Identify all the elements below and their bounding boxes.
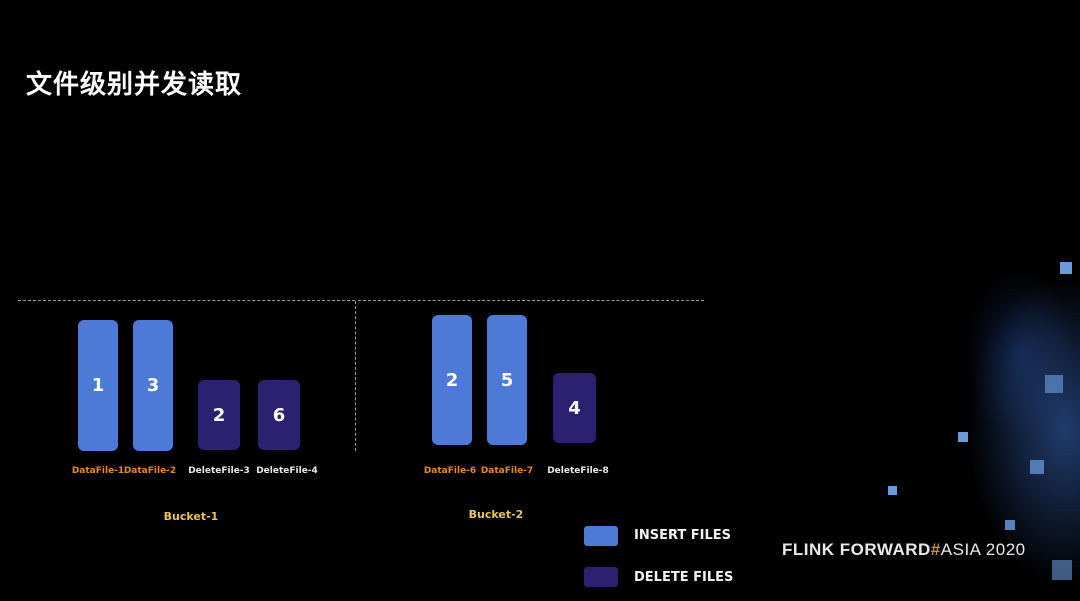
decor-light-square	[1005, 520, 1015, 530]
decor-light-square	[958, 432, 968, 442]
file-label-datafile-1: DataFile-1	[71, 466, 125, 476]
bucket-1-label: Bucket-1	[163, 510, 219, 523]
file-block-datafile-6: 2	[432, 315, 472, 445]
brand-part-1: FLINK	[782, 540, 835, 559]
file-block-datafile-1: 1	[78, 320, 118, 451]
file-block-datafile-2: 3	[133, 320, 173, 451]
file-block-datafile-7: 5	[487, 315, 527, 445]
brand-part-3: ASIA 2020	[940, 540, 1026, 559]
file-label-deletefile-8: DeleteFile-8	[547, 466, 609, 476]
file-label-deletefile-3: DeleteFile-3	[188, 466, 250, 476]
legend-delete-swatch	[584, 567, 618, 587]
bucket-2-label: Bucket-2	[468, 508, 524, 521]
file-value: 3	[146, 375, 160, 396]
brand-logo-text: FLINK FORWARD#ASIA 2020	[782, 540, 1026, 560]
file-value: 6	[272, 404, 286, 426]
file-value: 5	[500, 369, 514, 391]
file-value: 1	[91, 375, 105, 396]
legend-insert-label: INSERT FILES	[634, 528, 732, 543]
brand-hash: #	[930, 540, 941, 559]
file-label-datafile-2: DataFile-2	[123, 466, 177, 476]
file-label-datafile-6: DataFile-6	[423, 466, 477, 476]
slide-title: 文件级别并发读取	[26, 70, 243, 100]
brand-part-2: FORWARD	[839, 540, 931, 559]
file-block-deletefile-4: 6	[258, 380, 300, 450]
file-label-deletefile-4: DeleteFile-4	[256, 466, 318, 476]
file-value: 2	[445, 369, 459, 391]
background-glow	[780, 221, 1080, 601]
divider-bucket-2	[358, 300, 704, 301]
file-block-deletefile-3: 2	[198, 380, 240, 450]
file-value: 4	[568, 397, 581, 419]
decor-light-square	[1060, 262, 1072, 274]
file-value: 2	[212, 404, 226, 426]
decor-light-square	[888, 486, 897, 495]
divider-bucket-1	[18, 300, 355, 301]
legend-delete-label: DELETE FILES	[634, 570, 734, 585]
file-block-deletefile-8: 4	[553, 373, 596, 443]
file-label-datafile-7: DataFile-7	[480, 466, 534, 476]
legend-insert-swatch	[584, 526, 618, 546]
decor-light-square	[1030, 460, 1044, 474]
decor-light-square	[1045, 375, 1063, 393]
decor-light-square	[1052, 560, 1072, 580]
divider-vertical	[355, 301, 356, 451]
